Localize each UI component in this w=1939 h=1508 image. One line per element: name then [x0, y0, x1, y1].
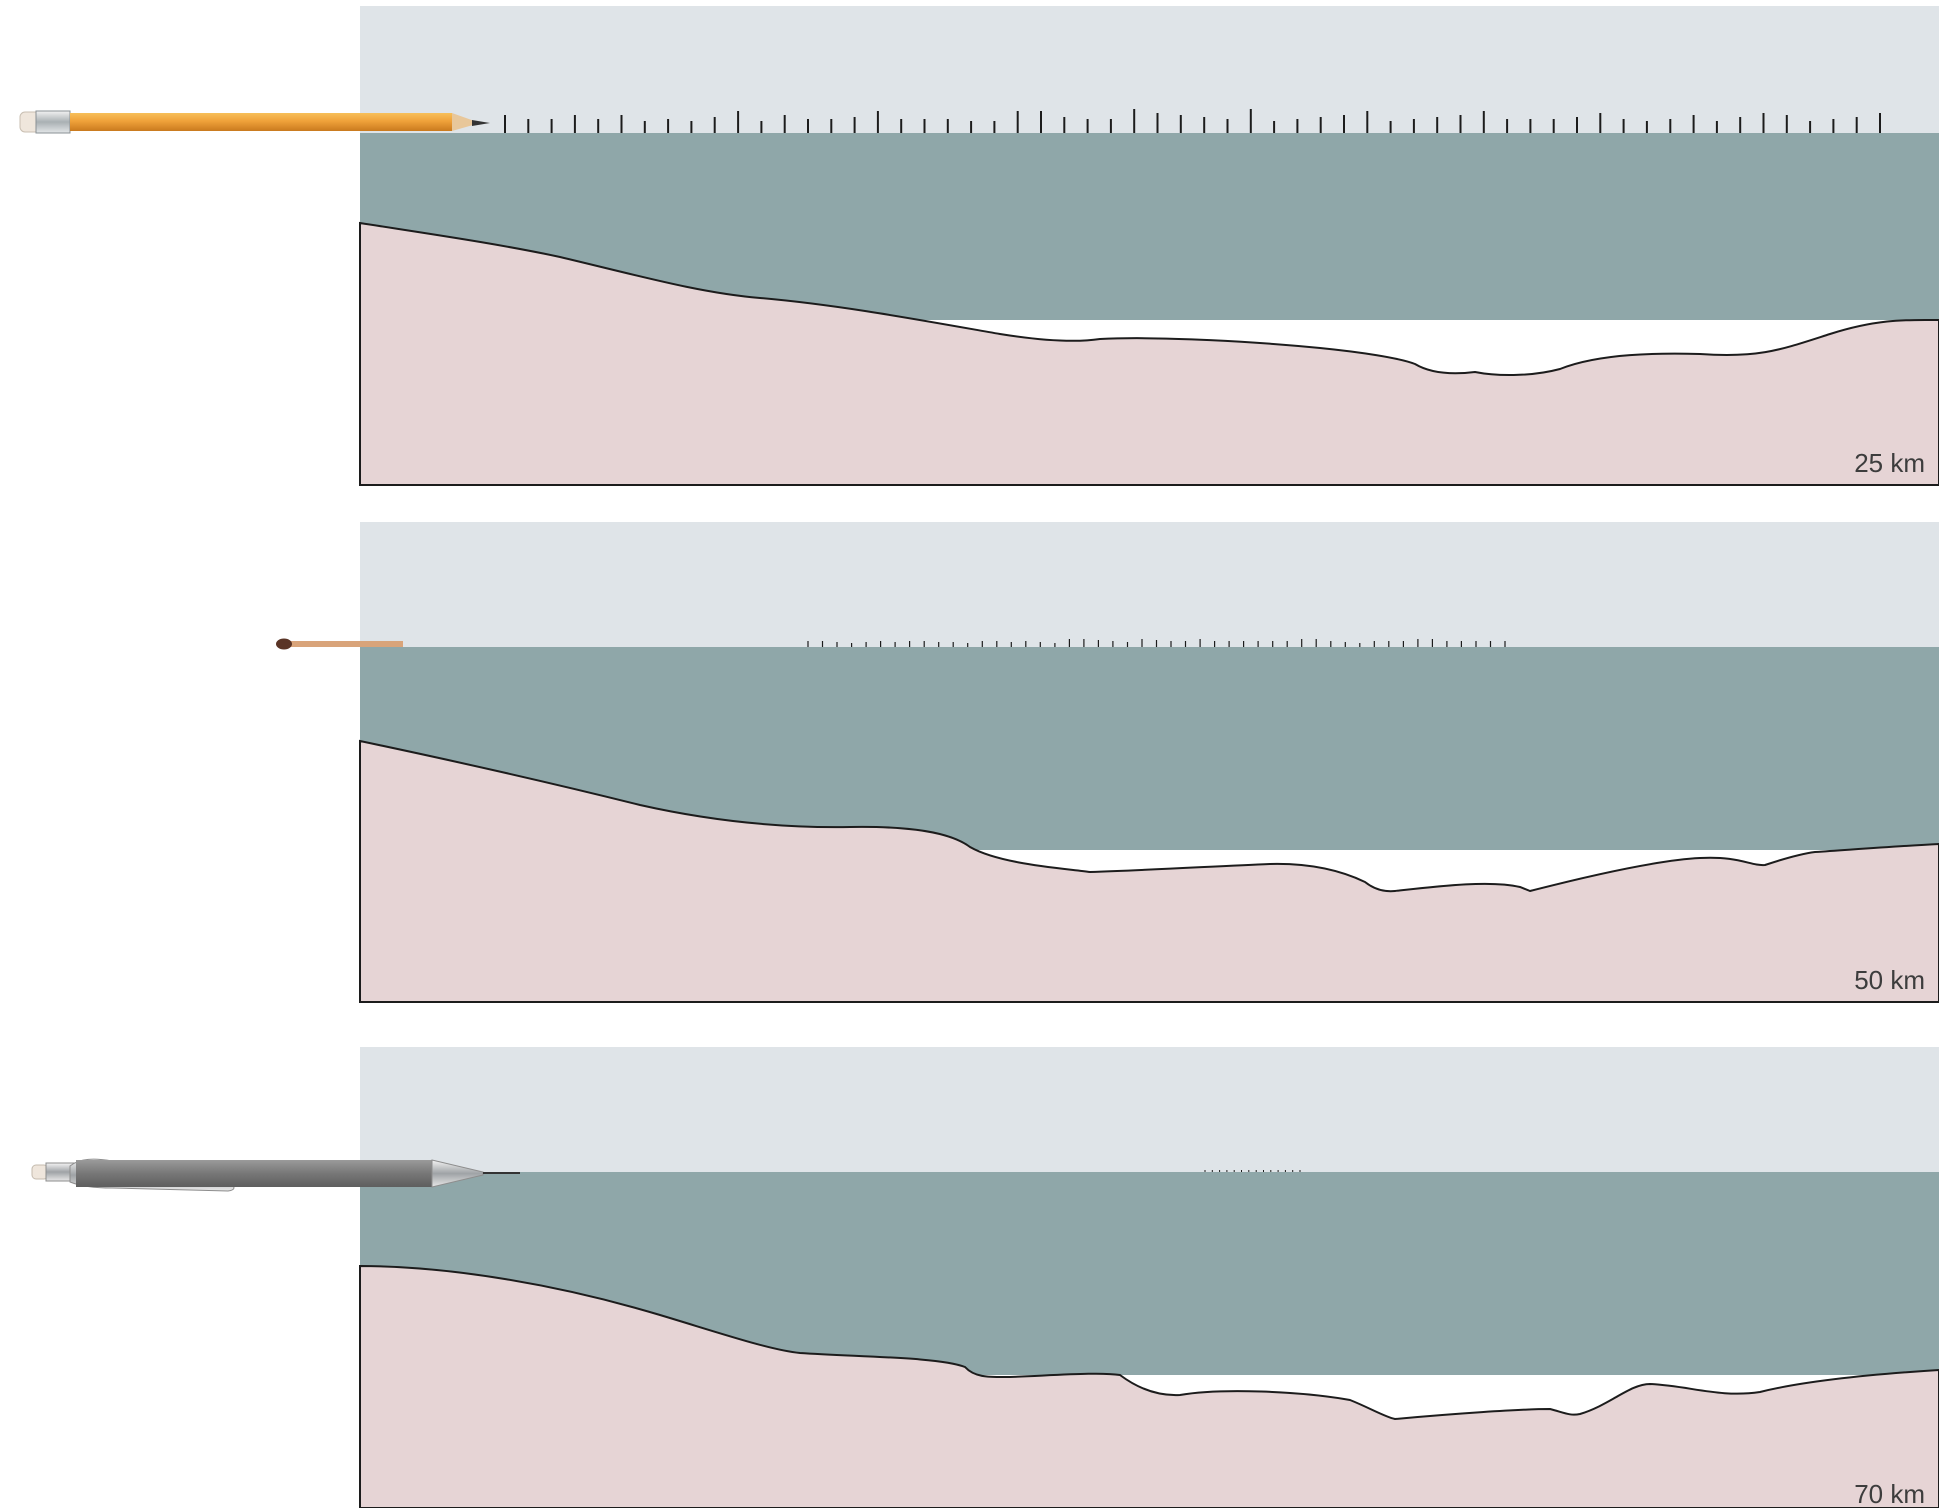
panel-25km: 25 km	[19, 6, 1939, 486]
scale-label-70km: 70 km	[1854, 1479, 1925, 1508]
pencil-ferrule	[35, 110, 71, 134]
sky-band	[360, 522, 1939, 648]
pencil-body	[76, 1160, 432, 1187]
panel-70km: 70 km	[31, 1047, 1939, 1508]
panel-50km: 50 km	[276, 522, 1939, 1003]
sky-band	[360, 1047, 1939, 1173]
water-body	[360, 647, 1939, 850]
ship-marks	[1204, 1170, 1301, 1172]
seafloor-profile	[359, 221, 1939, 486]
sky-band	[360, 6, 1939, 134]
matchstick	[276, 638, 403, 650]
scale-label-25km: 25 km	[1854, 448, 1925, 478]
ship-marks	[807, 639, 1506, 647]
water-body	[360, 1172, 1939, 1375]
seafloor-profile	[359, 1264, 1939, 1508]
ship-marks	[504, 109, 1881, 133]
mechanical-pencil	[31, 1158, 520, 1192]
pencil-wood-tip	[452, 113, 480, 131]
match-head	[276, 638, 292, 650]
pencil-cone	[431, 1159, 484, 1188]
pencil-lead-tip	[472, 120, 490, 126]
match-stick	[283, 641, 403, 647]
pencil-body	[70, 113, 452, 131]
wooden-pencil	[19, 110, 490, 134]
scale-label-50km: 50 km	[1854, 965, 1925, 995]
water-body	[360, 133, 1939, 320]
seafloor-profile	[359, 739, 1939, 1003]
